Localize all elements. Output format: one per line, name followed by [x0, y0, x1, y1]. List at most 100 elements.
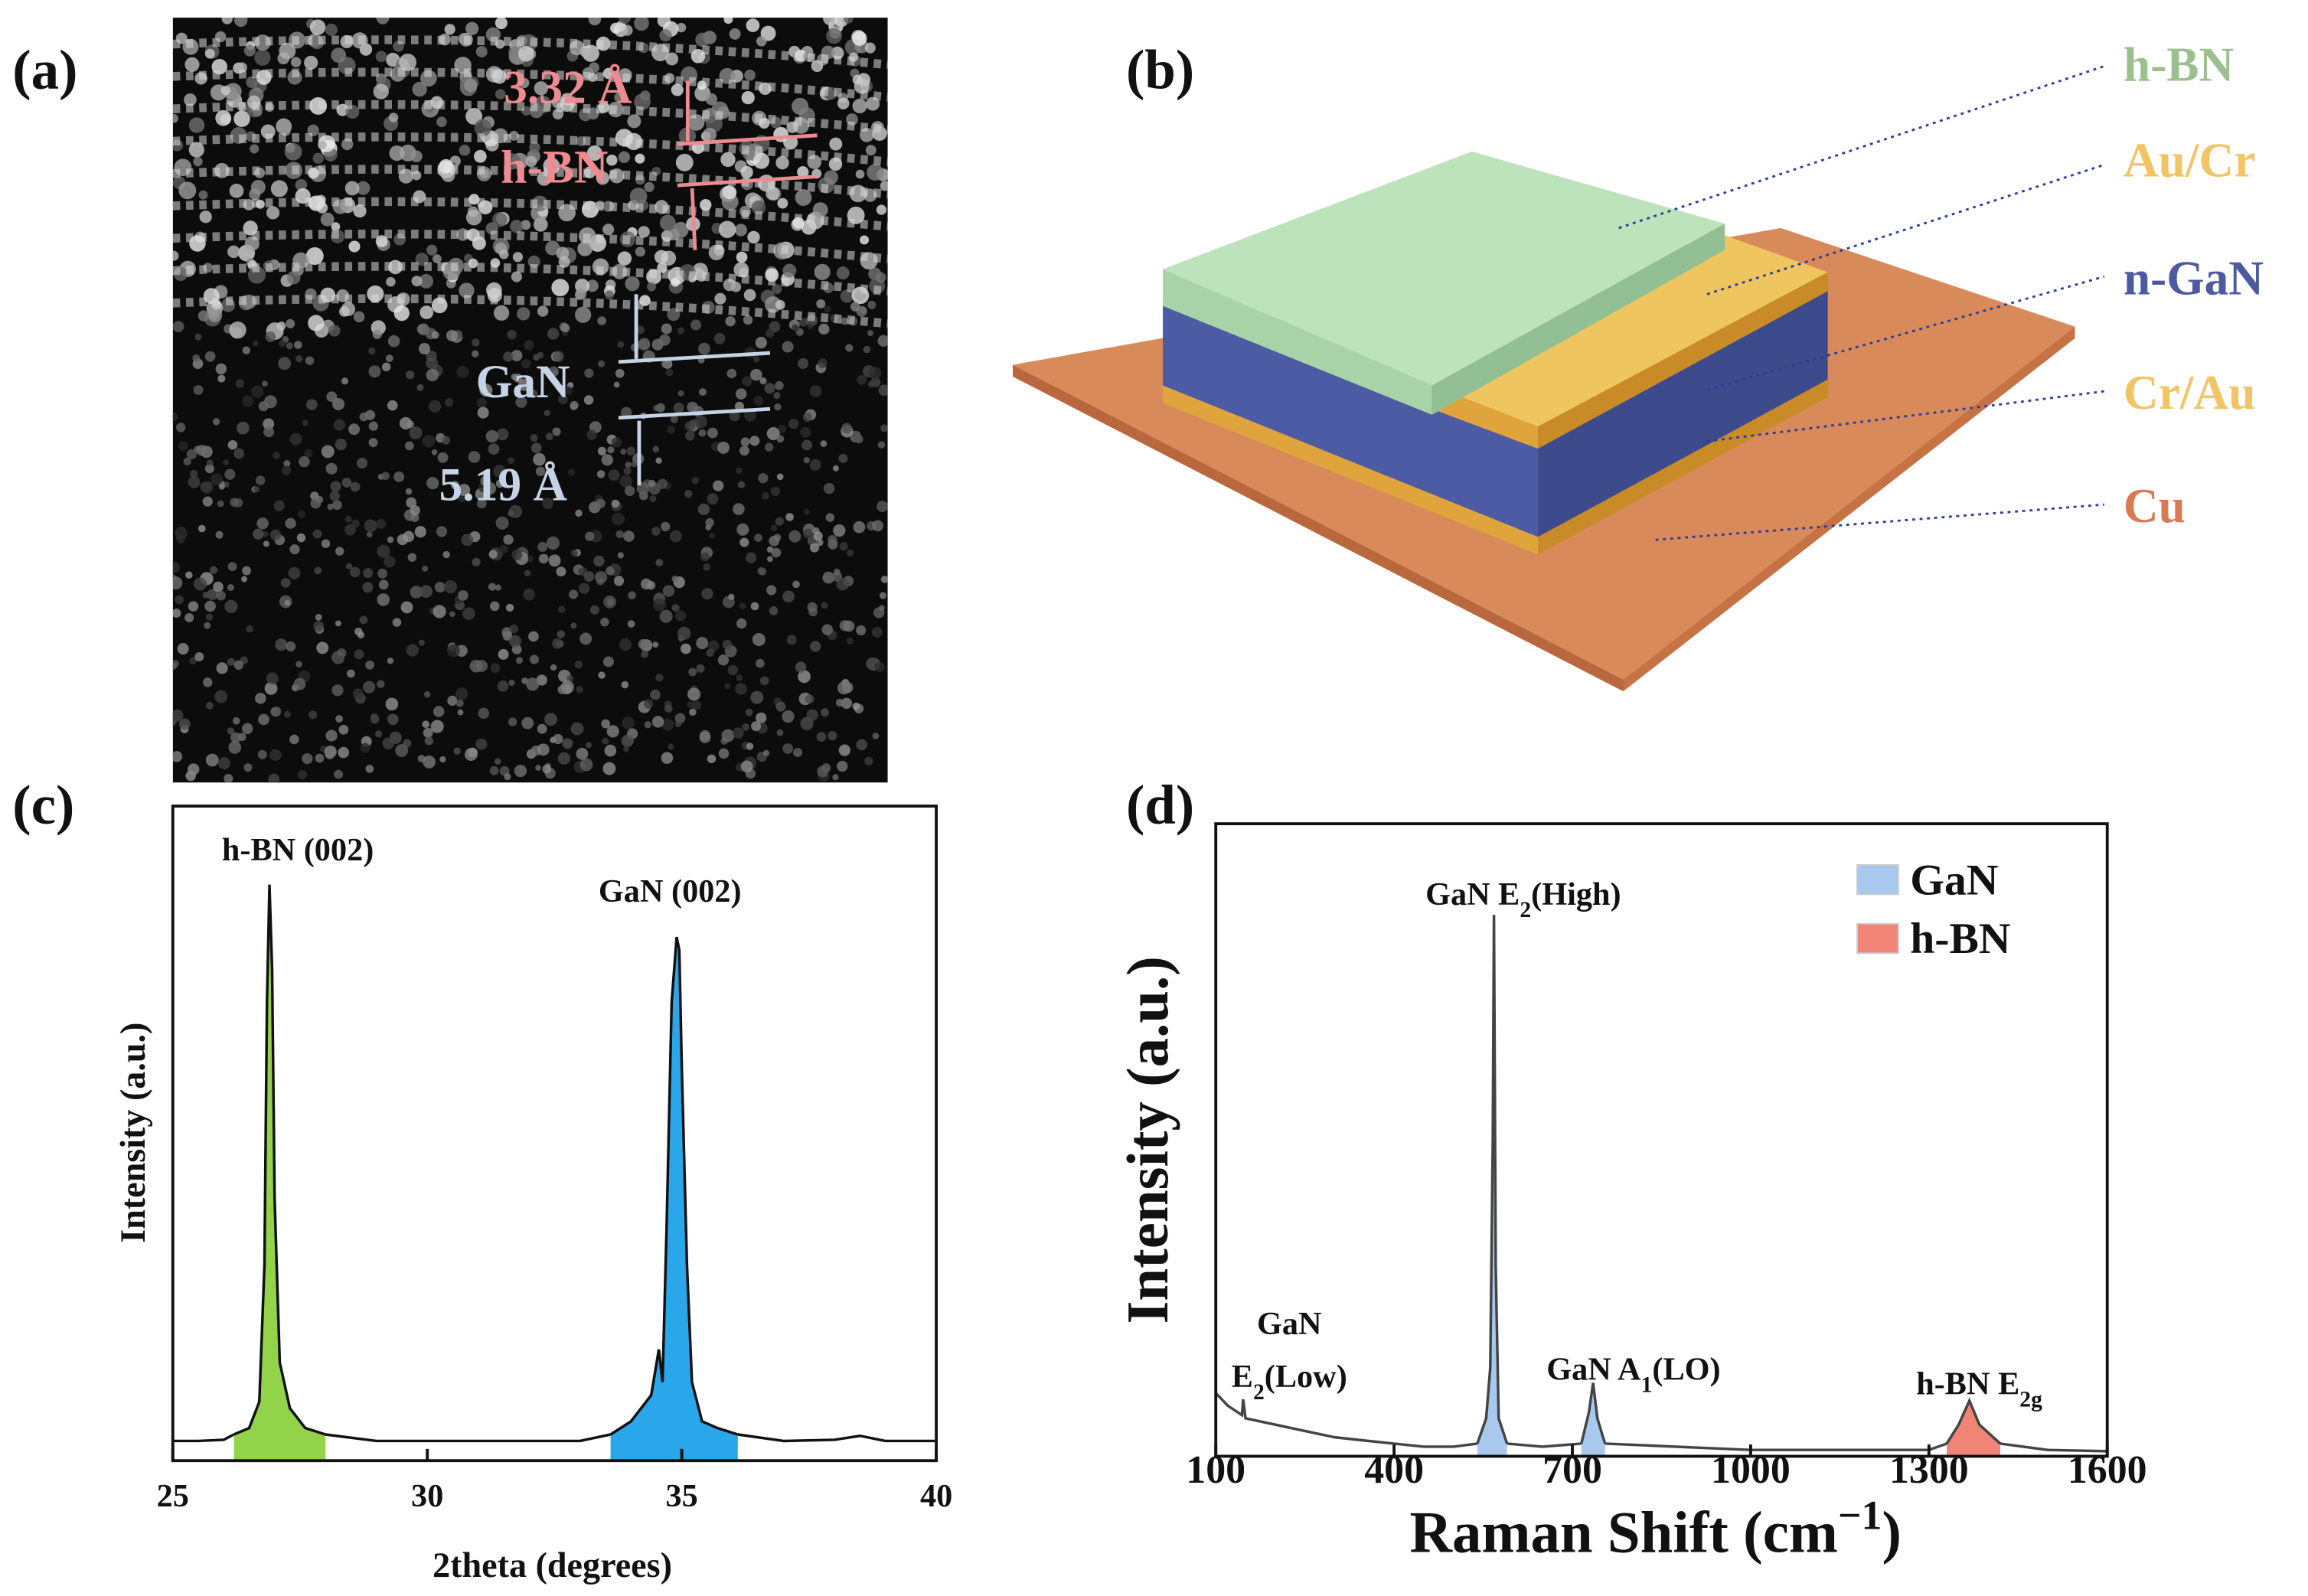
tem-speck	[795, 189, 812, 206]
tem-speck	[624, 485, 635, 497]
tem-speck	[769, 535, 780, 547]
tem-speck	[243, 763, 253, 772]
tem-speck	[227, 245, 240, 259]
tem-speck	[775, 701, 786, 712]
tem-speck	[304, 55, 318, 70]
tem-speck	[224, 599, 238, 613]
tem-speck	[202, 677, 213, 687]
tem-speck	[548, 366, 559, 377]
tem-speck	[473, 149, 487, 163]
tem-speck	[235, 379, 245, 388]
tem-speck	[720, 152, 736, 168]
tem-speck	[423, 756, 436, 769]
tem-speck	[503, 351, 514, 362]
tem-speck	[485, 484, 495, 494]
tem-speck	[433, 706, 445, 717]
tem-speck	[698, 342, 710, 355]
tem-speck	[623, 746, 629, 752]
tem-speck	[407, 553, 417, 562]
tem-speck	[671, 277, 681, 287]
tem-speck	[330, 481, 341, 492]
tem-speck	[584, 531, 595, 541]
tem-speck	[537, 305, 549, 317]
tem-speck	[695, 32, 710, 47]
tem-speck	[876, 204, 887, 215]
tem-speck	[172, 412, 178, 422]
tem-speck	[199, 211, 212, 224]
gan-marker	[618, 351, 771, 364]
tem-speck	[752, 633, 766, 647]
tem-speck	[840, 289, 854, 303]
tem-speck	[611, 499, 620, 508]
tem-speck	[764, 383, 775, 394]
tem-speck	[802, 412, 812, 422]
tem-fringe	[172, 132, 888, 167]
tem-speck	[224, 468, 236, 480]
tem-speck	[603, 596, 616, 609]
tem-speck	[508, 679, 515, 687]
tem-speck	[365, 660, 375, 670]
tem-speck	[625, 462, 632, 468]
tem-speck	[206, 459, 214, 467]
x-tick-label: 1000	[1711, 1448, 1791, 1492]
tem-speck	[613, 381, 620, 388]
tem-speck	[833, 524, 846, 537]
tem-speck	[729, 28, 741, 40]
tem-speck	[426, 244, 438, 256]
tem-speck	[242, 346, 250, 354]
tem-speck	[350, 481, 361, 492]
tem-speck	[568, 468, 576, 476]
tem-speck	[213, 581, 224, 592]
tem-speck	[658, 334, 671, 346]
tem-speck	[661, 718, 674, 731]
tem-speck	[556, 566, 566, 577]
tem-speck	[674, 720, 682, 727]
tem-speck	[687, 687, 701, 701]
tem-speck	[193, 156, 203, 167]
tem-speck	[442, 550, 450, 559]
tem-speck	[371, 713, 378, 720]
tem-fringe	[172, 165, 888, 199]
x-tick-label: 40	[920, 1478, 952, 1514]
spectrum-line	[2000, 1442, 2107, 1453]
x-tick-label: 1300	[1889, 1448, 1969, 1492]
tem-speck	[545, 432, 553, 441]
tem-speck	[553, 733, 563, 745]
tem-speck	[193, 384, 204, 395]
tem-speck	[305, 247, 324, 266]
tem-speck	[608, 469, 620, 481]
tem-speck	[653, 598, 667, 612]
tem-speck	[315, 753, 325, 763]
tem-speck	[184, 57, 200, 72]
tem-speck	[198, 524, 206, 533]
tem-speck	[853, 521, 866, 534]
tem-speck	[364, 519, 377, 533]
tem-speck	[221, 18, 233, 24]
tem-speck	[575, 288, 587, 300]
tem-speck	[172, 561, 180, 573]
tem-speck	[465, 209, 482, 226]
tem-speck	[406, 497, 417, 508]
tem-speck	[241, 576, 248, 583]
tem-speck	[347, 669, 355, 678]
tem-speck	[423, 690, 431, 698]
tem-fringe	[172, 197, 888, 231]
tem-speck	[188, 601, 199, 612]
tem-speck	[447, 695, 458, 707]
tem-speck	[747, 230, 760, 244]
tem-speck	[207, 589, 218, 600]
tem-speck	[552, 427, 561, 436]
legend-label: h-BN	[1910, 915, 2010, 963]
tem-speck	[459, 145, 471, 156]
tem-speck	[696, 637, 709, 650]
tem-speck	[494, 758, 501, 765]
tem-speck	[497, 680, 509, 692]
tem-speck	[262, 380, 268, 387]
tem-speck	[769, 606, 779, 615]
charts: 25 30 35 40 2theta (degrees) Intensity (a.u.)…	[113, 805, 2147, 1585]
tem-speck	[837, 681, 851, 695]
tem-speck	[356, 181, 371, 195]
hbn-layer	[1163, 151, 1725, 386]
tem-speck	[845, 344, 854, 352]
tem-speck	[841, 697, 853, 709]
